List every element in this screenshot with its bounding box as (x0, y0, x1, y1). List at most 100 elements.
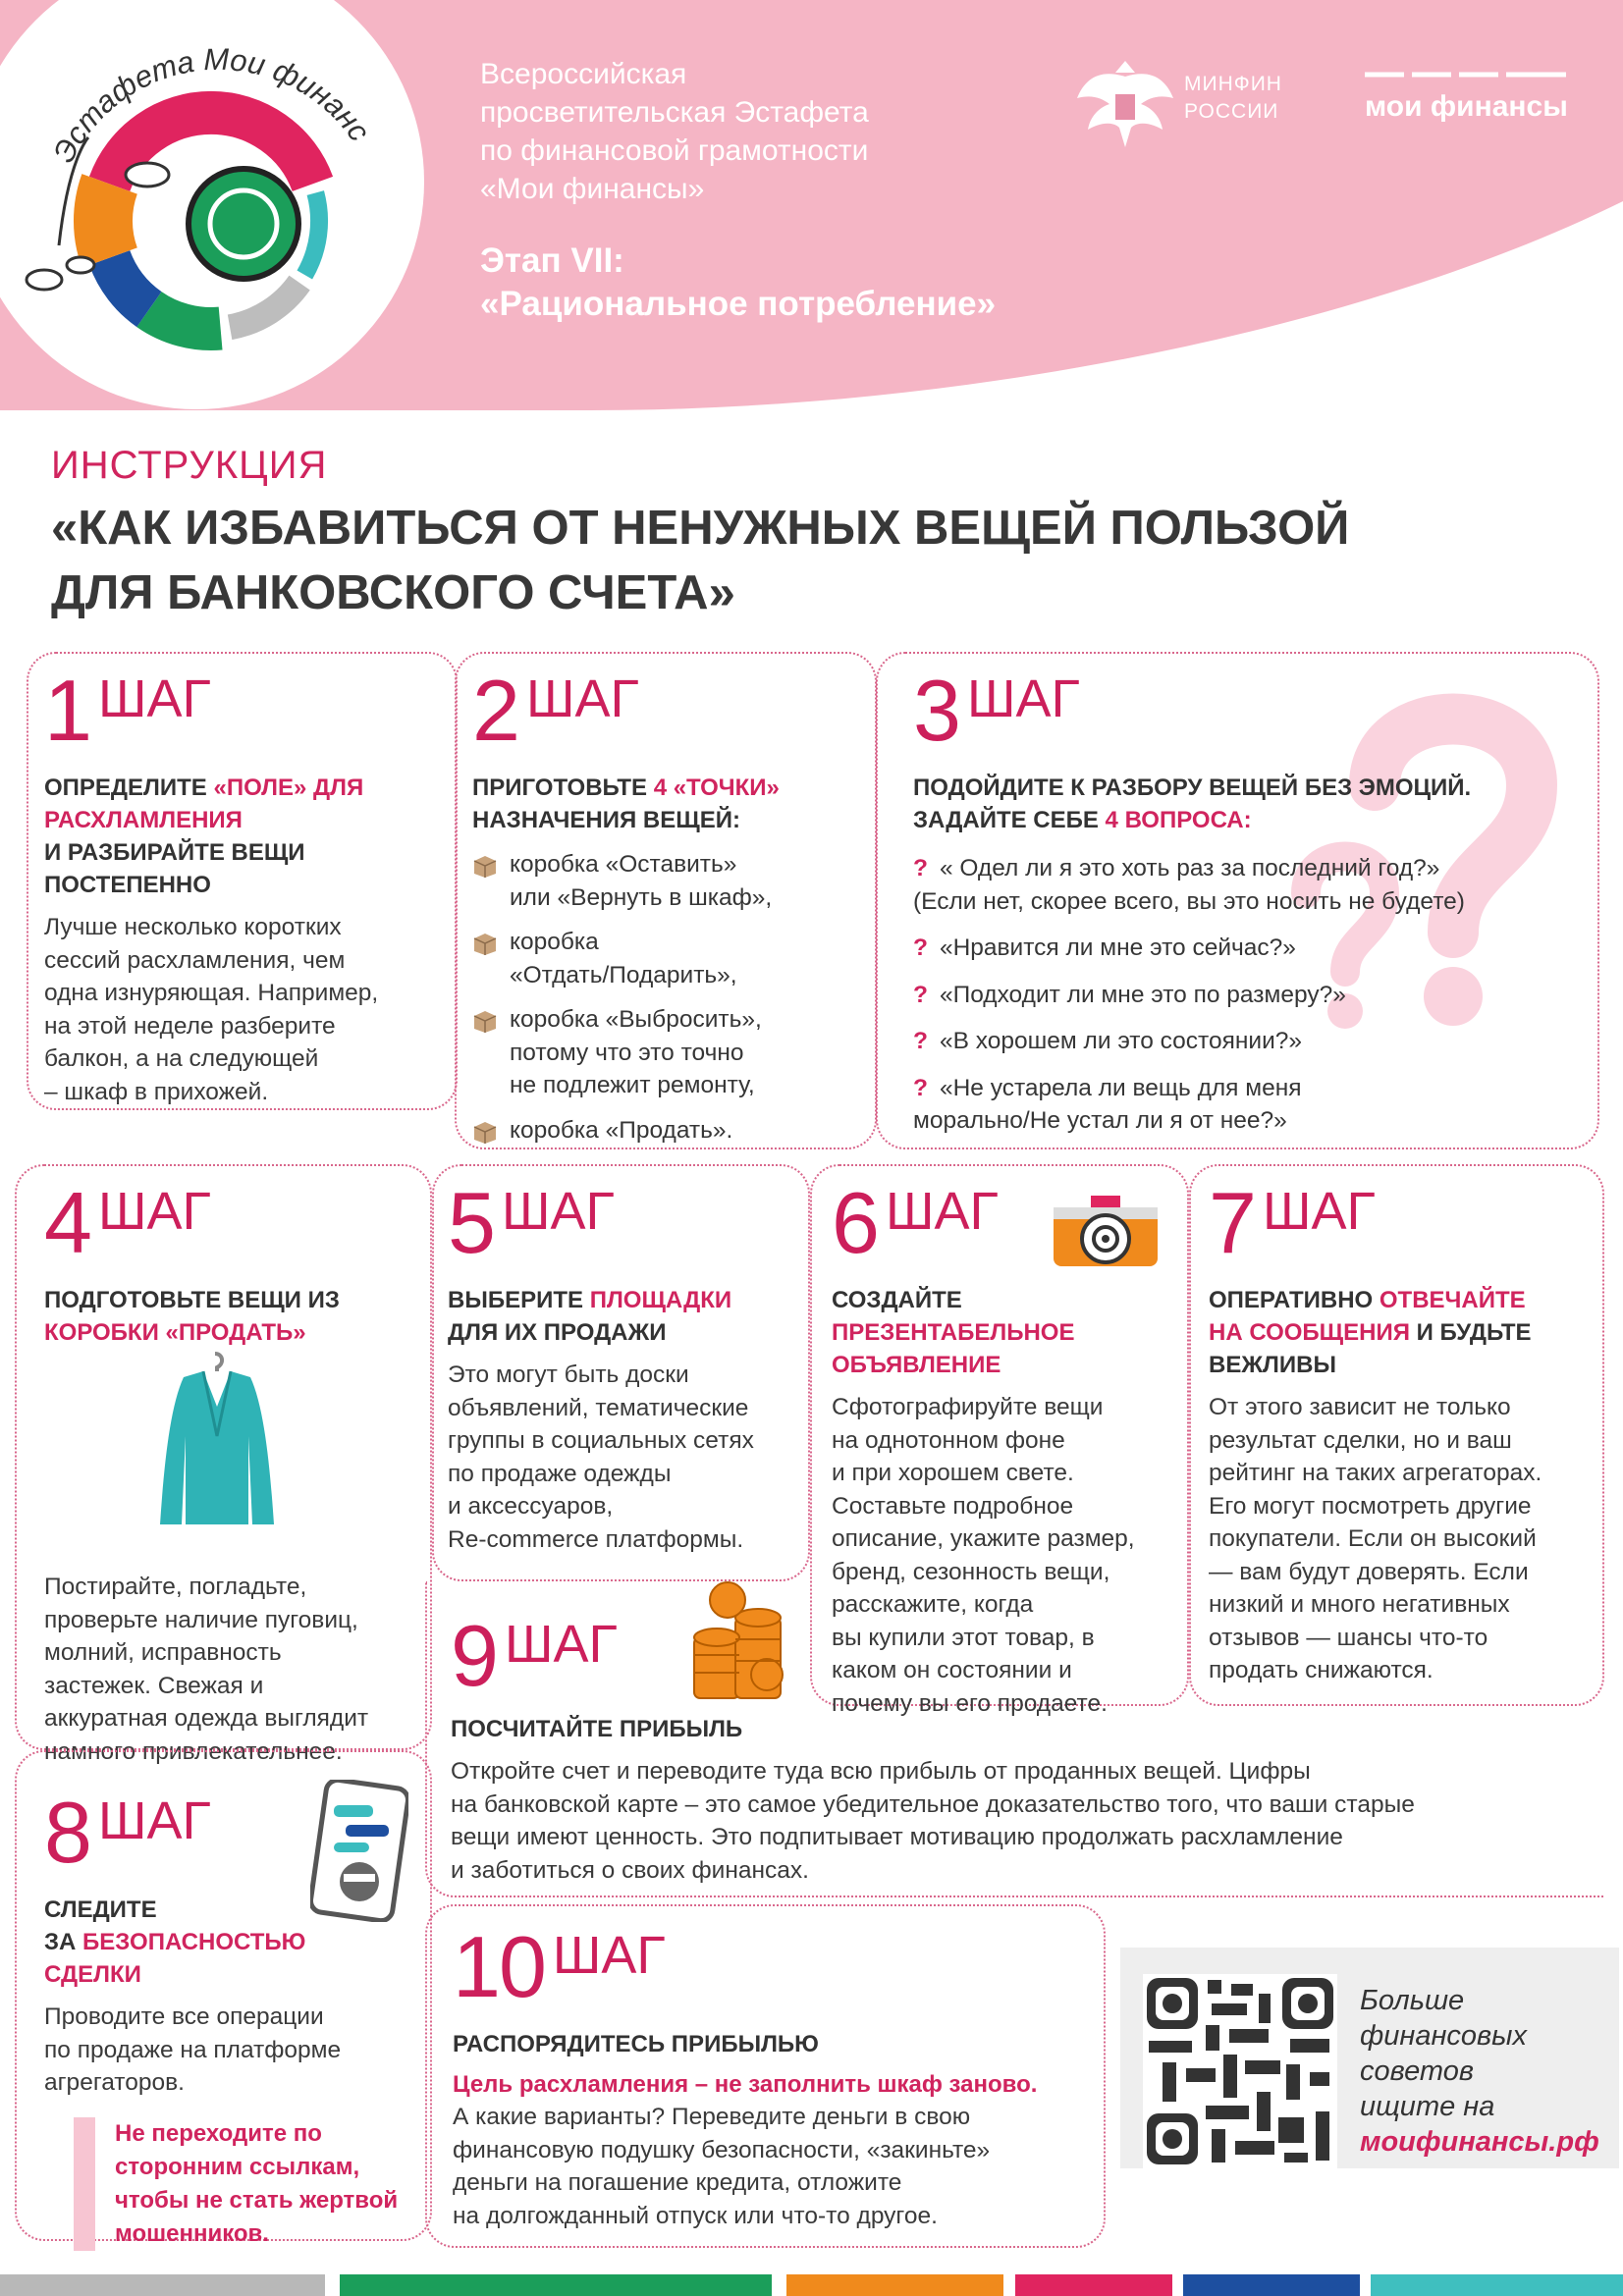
question-text: (Если нет, скорее всего, вы это носить н… (913, 887, 1465, 915)
text-line: Сфотографируйте вещи (832, 1394, 1104, 1420)
text-line: Откройте счет и переводите туда всю приб… (451, 1758, 1311, 1785)
title-segment: ПЛОЩАДКИ (589, 1287, 732, 1313)
step-title: ПОДГОТОВЬТЕ ВЕЩИ ИЗ КОРОБКИ «ПРОДАТЬ» (44, 1284, 414, 1349)
text-line: Это могут быть доски (448, 1362, 689, 1388)
step-body: Лучше несколько коротких сессий расхламле… (44, 911, 440, 1108)
text-line: коробка «Продать». (510, 1116, 733, 1144)
question-text: «Подходит ли мне это по размеру?» (939, 981, 1346, 1008)
header-line: по финансовой грамотности (480, 134, 869, 167)
question-marker: ? (913, 1028, 928, 1054)
header-stage: Этап VII: «Рациональное потребление» (480, 240, 996, 326)
step-title: СЛЕДИТЕ ЗА БЕЗОПАСНОСТЬЮ СДЕЛКИ (44, 1894, 414, 1991)
step-title: ВЫБЕРИТЕ ПЛОЩАДКИ ДЛЯ ИХ ПРОДАЖИ (448, 1284, 792, 1349)
step-title: СОЗДАЙТЕ ПРЕЗЕНТАБЕЛЬНОЕ ОБЪЯВЛЕНИЕ (832, 1284, 1171, 1381)
title-line: ВЫБЕРИТЕ ПЛОЩАДКИ (448, 1284, 792, 1316)
step-word: ШАГ (525, 669, 639, 728)
step-card: 5 ШАГ ВЫБЕРИТЕ ПЛОЩАДКИ ДЛЯ ИХ ПРОДАЖИ Это м… (432, 1164, 810, 1581)
text-line: молний, исправность (44, 1639, 282, 1666)
title-line: ДЛЯ ИХ ПРОДАЖИ (448, 1316, 792, 1349)
step-number: 9 (451, 1607, 499, 1704)
logo-small-coin (25, 268, 64, 292)
text-line: рейтинг на таких агрегаторах. (1209, 1460, 1542, 1486)
step-number: 3 (913, 662, 961, 759)
step-card: 8 ШАГ СЛЕДИТЕ ЗА БЕЗОПАСНОСТЬЮ СДЕЛКИ Проводи… (15, 1750, 432, 2251)
title-line: СДЕЛКИ (44, 1958, 414, 1991)
step-card: 6 ШАГ СОЗДАЙТЕ ПРЕЗЕНТАБЕЛЬНОЕ ОБЪЯВЛЕНИЕ Сфо… (810, 1164, 1189, 1717)
text-line: вы купили этот товар, в (832, 1624, 1095, 1651)
title-segment: ПОДОЙДИТЕ К РАЗБОРУ ВЕЩЕЙ БЕЗ ЭМОЦИЙ. (913, 774, 1472, 801)
title-segment: ПРЕЗЕНТАБЕЛЬНОЕ (832, 1319, 1075, 1346)
title-line: ДЛЯ БАНКОВСКОГО СЧЕТА» (51, 566, 735, 619)
step-number: 1 (44, 662, 92, 759)
qr-code (1143, 1974, 1337, 2168)
text-line: коробка «Выбросить», (510, 1006, 762, 1033)
text-line: на этой неделе разберите (44, 1012, 336, 1040)
title-line: ОБЪЯВЛЕНИЕ (832, 1349, 1171, 1381)
title-segment: ВЫБЕРИТЕ (448, 1287, 590, 1313)
text-line: – шкаф в прихожей. (44, 1078, 269, 1105)
title-segment: ЗА (44, 1929, 83, 1955)
logo-line (57, 135, 90, 246)
step-word: ШАГ (966, 669, 1080, 728)
text-line: «Отдать/Подарить», (510, 961, 737, 988)
text-line: деньги на погашение кредита, отложите (453, 2169, 902, 2196)
text-line: каком он состоянии и (832, 1657, 1072, 1683)
box-icon (473, 1011, 497, 1033)
question: ? «Подходит ли мне это по размеру?» (913, 979, 1582, 1012)
title-segment: ПОДГОТОВЬТЕ ВЕЩИ ИЗ (44, 1287, 340, 1313)
text-line: застежек. Свежая и (44, 1672, 264, 1699)
title-line: «КАК ИЗБАВИТЬСЯ ОТ НЕНУЖНЫХ ВЕЩЕЙ ПОЛЬЗО… (51, 502, 1350, 555)
text-line: финансовую подушку безопасности, «закинь… (453, 2136, 991, 2163)
text-line: Его могут посмотреть другие (1209, 1492, 1532, 1520)
title-segment: И РАЗБИРАЙТЕ ВЕЩИ (44, 839, 305, 866)
title-line: НА СООБЩЕНИЯ И БУДЬТЕ (1209, 1316, 1587, 1349)
box-item: коробка «Оставить» или «Вернуть в шкаф», (472, 848, 859, 914)
step-word: ШАГ (1262, 1182, 1376, 1241)
step-card: 9 ШАГ ПОСЧИТАЙТЕ ПРИБЫЛЬ Откройте счет и пе… (425, 1581, 1603, 1897)
question: ? « Одел ли я это хоть раз за последний г… (913, 852, 1582, 918)
step-number: 6 (832, 1174, 880, 1271)
step-head: 2 ШАГ (472, 664, 859, 758)
qr-site: моифинансы.рф (1360, 2126, 1599, 2158)
text-line: ? «Не устарела ли вещь для меня (913, 1072, 1582, 1105)
title-segment: ОБЪЯВЛЕНИЕ (832, 1352, 1001, 1378)
question: ? «Нравится ли мне это сейчас?» (913, 932, 1582, 965)
text-line: и заботиться о своих финансах. (451, 1856, 809, 1884)
title-line: ЗА БЕЗОПАСНОСТЬЮ (44, 1926, 414, 1958)
logo-coin-ring (207, 187, 280, 260)
text-line: описание, укажите размер, (832, 1525, 1135, 1552)
phone-icon (310, 1780, 408, 1922)
text-line: Лучше несколько коротких (44, 914, 342, 940)
text-line: низкий и много негативных (1209, 1591, 1510, 1618)
text-line: и аксессуаров, (448, 1493, 614, 1520)
text-line: расскажите, когда (832, 1591, 1034, 1618)
text-line: (Если нет, скорее всего, вы это носить н… (913, 885, 1582, 919)
step-head: 8 ШАГ (44, 1786, 414, 1880)
header-line: «Мои финансы» (480, 173, 705, 205)
header-line: Всероссийская (480, 58, 687, 90)
step-card: 1 ШАГ ОПРЕДЕЛИТЕ «ПОЛЕ» ДЛЯ РАСХЛАМЛЕНИЯ И Р… (27, 652, 458, 1110)
qr-line: финансовых (1360, 2020, 1528, 2052)
minfin-label: МИНФИН РОССИИ (1184, 71, 1282, 126)
title-line: НАЗНАЧЕНИЯ ВЕЩЕЙ: (472, 804, 859, 836)
title-line: РАСХЛАМЛЕНИЯ (44, 804, 440, 836)
step-title: РАСПОРЯДИТЕСЬ ПРИБЫЛЬЮ (453, 2028, 1088, 2060)
title-segment: ЗАДАЙТЕ СЕБЕ (913, 807, 1106, 833)
step-word: ШАГ (97, 669, 211, 728)
camera-icon (1054, 1196, 1158, 1266)
text-line: продать снижаются. (1209, 1657, 1434, 1683)
step-word: ШАГ (97, 1791, 211, 1850)
step-head: 10 ШАГ (453, 1920, 1088, 2014)
coins-icon (693, 1581, 784, 1699)
title-segment: СОЗДАЙТЕ (832, 1287, 962, 1313)
text-line: по продаже на платформе (44, 2036, 342, 2063)
title-segment: 4 ВОПРОСА: (1105, 807, 1252, 833)
step-word: ШАГ (885, 1182, 999, 1241)
question-list: ? « Одел ли я это хоть раз за последний г… (913, 852, 1582, 1138)
minfin-emblem (1077, 61, 1173, 147)
question-text: морально/Не устал ли я от нее?» (913, 1107, 1287, 1134)
title-segment: ДЛЯ ИХ ПРОДАЖИ (448, 1319, 667, 1346)
text-line: ? «Нравится ли мне это сейчас?» (913, 932, 1582, 965)
